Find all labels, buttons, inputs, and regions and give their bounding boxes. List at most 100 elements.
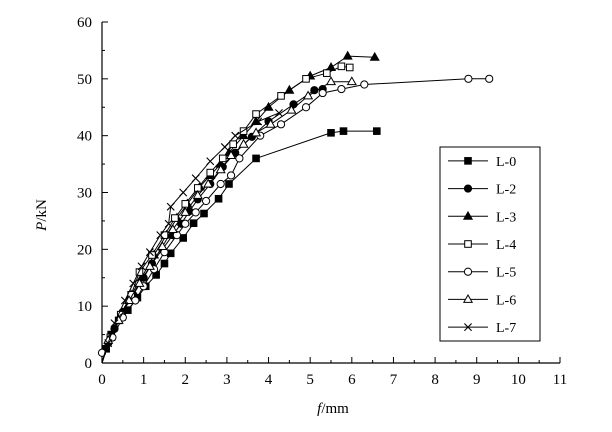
series-line [101, 78, 490, 363]
y-tick-label: 0 [85, 356, 93, 372]
data-point [225, 180, 233, 188]
data-point [110, 319, 119, 328]
data-point [464, 240, 472, 248]
data-point [160, 231, 169, 239]
data-point [463, 267, 473, 276]
y-tick-label: 30 [77, 186, 92, 202]
data-point [239, 127, 248, 135]
series-line [101, 112, 280, 364]
data-point [167, 224, 178, 233]
data-point [203, 178, 214, 188]
series-l-4 [101, 62, 354, 364]
data-point [206, 157, 215, 166]
data-point [164, 219, 173, 228]
data-point [226, 150, 237, 160]
legend-label: L-7 [496, 321, 516, 336]
data-point [104, 339, 113, 348]
series-l-0 [101, 127, 381, 364]
data-point [181, 219, 190, 228]
x-tick-label: 6 [348, 372, 356, 388]
data-point [252, 154, 260, 163]
data-point [171, 214, 179, 222]
data-point [216, 179, 225, 189]
data-point [226, 171, 236, 180]
data-point [129, 279, 138, 288]
data-point [156, 231, 165, 240]
data-point [191, 208, 200, 217]
series-l-2 [101, 84, 327, 364]
data-point [160, 259, 169, 268]
x-axis-unit: /mm [321, 401, 349, 417]
data-point [120, 296, 129, 305]
data-point [485, 74, 494, 83]
data-point [337, 84, 346, 94]
data-point [323, 69, 331, 77]
data-point [157, 241, 168, 250]
y-tick-label: 10 [77, 299, 92, 315]
legend-item: L-3 [448, 210, 516, 225]
data-point [345, 63, 354, 72]
data-point [462, 210, 474, 220]
series-line [101, 130, 377, 364]
y-axis-unit: /kN [34, 199, 50, 222]
series-line [101, 81, 352, 364]
legend-item: L-7 [448, 321, 516, 336]
x-tick-label: 0 [98, 372, 106, 388]
x-tick-label: 4 [265, 372, 273, 388]
data-point [464, 323, 472, 332]
series-line [101, 65, 350, 364]
data-point [134, 278, 145, 287]
legend-label: L-4 [496, 238, 516, 253]
data-point [325, 62, 337, 71]
data-point [191, 174, 200, 183]
series-line [101, 55, 375, 364]
data-point [137, 262, 146, 271]
series-l-6 [101, 76, 357, 364]
legend-item: L-4 [448, 238, 516, 253]
legend-item: L-6 [448, 293, 516, 308]
legend-item: L-2 [448, 183, 516, 198]
x-axis-var: f [317, 401, 323, 417]
data-point [206, 168, 215, 177]
legend-label: L-5 [496, 266, 516, 281]
data-point [192, 189, 203, 199]
legend: L-0 L-2 L-3 L-4 L-5 L-6 L-7 [439, 146, 541, 342]
data-point [462, 294, 474, 303]
data-point [231, 131, 240, 140]
data-point [464, 157, 472, 165]
data-point [235, 154, 244, 163]
data-point [250, 127, 262, 137]
data-point [145, 248, 154, 257]
data-point [220, 143, 229, 152]
legend-item: L-5 [448, 266, 516, 281]
y-tick-label: 60 [77, 15, 92, 31]
x-tick-label: 10 [511, 372, 526, 388]
legend-label: L-0 [496, 155, 516, 170]
data-point [229, 140, 237, 148]
data-point [302, 75, 310, 83]
data-point [214, 194, 223, 203]
series-line [101, 88, 323, 364]
data-point [238, 130, 249, 140]
x-tick-label: 5 [306, 372, 314, 388]
data-point [254, 117, 263, 126]
x-tick-label: 1 [140, 372, 148, 388]
series-l-3 [101, 50, 380, 364]
y-tick-label: 20 [77, 242, 92, 258]
data-point [200, 209, 208, 218]
y-axis-title: P/kN [34, 199, 50, 232]
data-point [464, 74, 473, 83]
x-tick-label: 7 [390, 372, 398, 388]
y-axis-var: P [34, 222, 50, 232]
data-point [360, 80, 369, 89]
data-point [180, 206, 191, 216]
data-point [327, 129, 335, 137]
data-point [303, 90, 314, 100]
series-layer [97, 50, 494, 364]
data-point [274, 108, 283, 117]
x-tick-label: 2 [182, 372, 190, 388]
data-point [124, 295, 135, 304]
data-point [276, 120, 286, 129]
data-point [373, 127, 381, 135]
